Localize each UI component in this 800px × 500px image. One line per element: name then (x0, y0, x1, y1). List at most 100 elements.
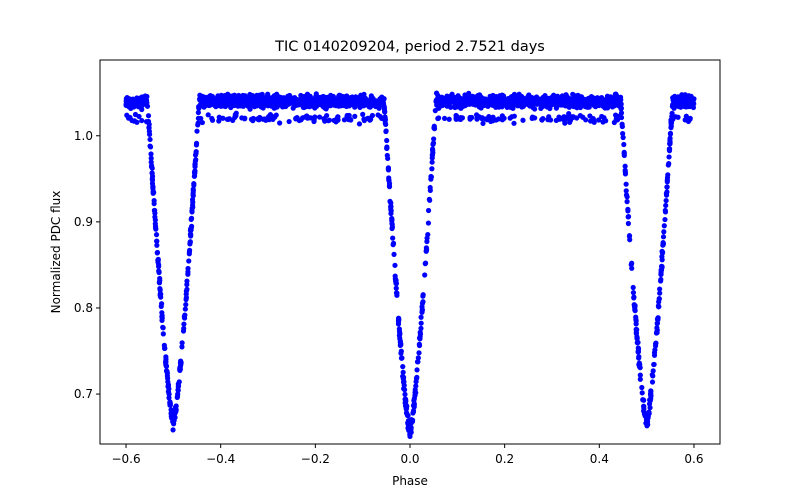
data-point (612, 96, 618, 102)
data-point (192, 152, 199, 158)
data-point (573, 93, 579, 99)
data-point (509, 114, 515, 120)
data-point (415, 355, 421, 361)
data-point (393, 285, 399, 291)
data-point (504, 104, 510, 111)
data-point (532, 106, 538, 112)
data-point (200, 97, 206, 103)
data-point (654, 327, 660, 333)
data-point (240, 103, 246, 109)
data-point (131, 118, 137, 124)
data-point (625, 208, 631, 214)
data-point (183, 301, 189, 308)
data-point (653, 341, 659, 347)
data-point (612, 91, 618, 97)
data-point (623, 188, 629, 194)
data-point (165, 383, 171, 390)
data-point (157, 292, 163, 299)
data-point (340, 98, 346, 104)
x-tick-label: 0.2 (495, 452, 514, 466)
data-point (659, 264, 665, 270)
data-point (152, 210, 158, 216)
data-point (386, 177, 392, 183)
data-point (192, 164, 198, 170)
data-point (563, 92, 569, 98)
data-point (164, 368, 170, 375)
data-point (369, 112, 376, 119)
data-point (623, 192, 630, 198)
data-point (474, 116, 480, 122)
data-point (573, 100, 579, 106)
x-tick-label: −0.6 (111, 452, 140, 466)
data-point (188, 225, 194, 231)
data-point (167, 402, 173, 408)
data-point (321, 98, 328, 105)
data-point (640, 397, 646, 403)
data-point (276, 95, 282, 101)
data-point (236, 96, 243, 103)
data-point (650, 373, 656, 379)
y-axis-label: Normalized PDC flux (49, 191, 63, 314)
data-point (497, 96, 503, 103)
data-point (646, 401, 653, 407)
data-point (268, 95, 275, 101)
data-point (550, 95, 556, 101)
data-point (675, 114, 681, 120)
data-point (662, 207, 668, 214)
data-point (239, 115, 245, 121)
data-point (183, 296, 189, 303)
y-tick-label: 0.9 (74, 215, 93, 229)
data-point (431, 136, 437, 142)
data-point (190, 186, 196, 192)
data-point (400, 369, 406, 375)
data-point (311, 118, 317, 124)
data-point (368, 96, 374, 102)
data-point (190, 190, 196, 196)
data-point (325, 118, 331, 124)
x-tick-label: 0.6 (684, 452, 703, 466)
data-point (579, 95, 585, 102)
data-point (402, 391, 408, 397)
data-point (163, 358, 169, 364)
data-point (384, 137, 390, 144)
data-point (188, 216, 194, 222)
data-point (159, 301, 165, 307)
data-point (384, 144, 390, 150)
data-point (296, 117, 302, 124)
data-point (621, 149, 627, 155)
data-point (389, 218, 395, 224)
y-tick-label: 1.0 (74, 129, 93, 143)
data-point (146, 131, 153, 137)
data-point (655, 303, 662, 309)
data-point (131, 104, 137, 110)
data-point (587, 98, 594, 104)
data-point (423, 245, 429, 251)
data-point (669, 103, 676, 110)
data-point (156, 263, 162, 270)
data-point (155, 257, 161, 263)
data-point (569, 98, 575, 104)
data-point (592, 104, 599, 110)
data-point (624, 199, 630, 205)
data-point (473, 112, 480, 118)
data-point (651, 350, 658, 356)
data-point (477, 98, 483, 104)
data-point (631, 302, 637, 308)
data-point (390, 235, 396, 241)
data-point (462, 98, 468, 104)
data-point (642, 411, 648, 417)
data-point (260, 105, 266, 111)
data-point (387, 198, 393, 204)
data-point (608, 99, 614, 105)
data-point (422, 260, 429, 266)
data-point (398, 348, 404, 354)
data-point (184, 278, 190, 284)
data-point (407, 430, 413, 436)
data-point (620, 134, 626, 141)
data-point (257, 115, 263, 121)
data-point (250, 102, 256, 108)
data-point (393, 290, 400, 296)
data-point (182, 306, 188, 312)
